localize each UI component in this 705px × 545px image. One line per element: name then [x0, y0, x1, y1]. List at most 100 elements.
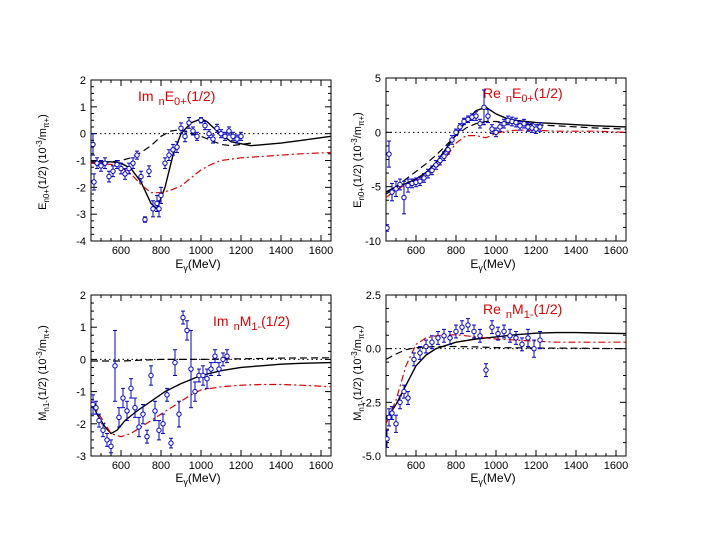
data-point [234, 136, 240, 142]
data-point [176, 411, 182, 417]
y-tick-label: -2.5 [362, 397, 381, 409]
data-point [94, 160, 100, 166]
y-tick-label: -10 [365, 236, 381, 248]
data-point [98, 163, 104, 169]
data-point [106, 173, 112, 180]
data-point [152, 408, 158, 414]
data-point [120, 395, 126, 401]
data-point [91, 179, 97, 185]
curves [91, 357, 331, 438]
x-tick-label: 800 [152, 245, 170, 257]
data-point [208, 366, 214, 372]
data-point [198, 117, 204, 123]
data-point [110, 168, 116, 174]
data-point [136, 424, 142, 430]
data-point [214, 125, 220, 132]
data-point [495, 330, 501, 337]
data-point [212, 353, 218, 359]
y-tick-label: 0 [80, 129, 86, 141]
data-point [172, 359, 178, 366]
data-point [513, 119, 519, 126]
data-point [150, 206, 156, 212]
data-point [148, 372, 154, 379]
x-tick-label: 1000 [189, 245, 213, 257]
data-point [108, 443, 114, 450]
data-point [389, 410, 395, 416]
x-tick-label: 1600 [309, 245, 333, 257]
data-point [238, 133, 244, 140]
y-tick-label: 2.5 [366, 290, 381, 302]
data-point [481, 104, 487, 111]
panel-im-e0plus: Im nE0+(1/2) Eγ(MeV) En0+(1/2) (10-3/mπ+)… [35, 75, 333, 273]
data-point [537, 337, 543, 343]
data-point [521, 120, 527, 127]
data-point [517, 123, 523, 129]
data-point [124, 408, 130, 414]
data-point [126, 165, 132, 172]
data-point [112, 363, 118, 369]
x-tick-label: 600 [112, 245, 130, 257]
panel-im-m1minus: Im nM1-(1/2) Eγ(MeV) Mn1-(1/2) (10-3/mπ+)… [35, 290, 333, 487]
x-tick-label: 800 [152, 460, 170, 472]
data-point [216, 366, 222, 372]
data-point [192, 388, 198, 395]
data-point [471, 328, 477, 335]
data-point [453, 328, 459, 335]
data-point [206, 130, 212, 137]
data-points [386, 89, 543, 232]
data-point [397, 181, 403, 188]
y-tick-label: -2 [76, 182, 86, 194]
x-tick-label: 600 [407, 460, 425, 472]
data-point [224, 353, 230, 359]
x-axis-label-3: Eγ(MeV) [175, 471, 220, 487]
y-tick-label: 1 [80, 322, 86, 334]
data-point [425, 170, 431, 177]
data-point [210, 136, 216, 142]
data-point [140, 411, 146, 417]
data-point [166, 152, 172, 158]
y-tick-label: -2 [76, 419, 86, 431]
data-point [417, 178, 423, 184]
data-point [519, 341, 525, 348]
data-point [405, 182, 411, 189]
data-point [405, 395, 411, 401]
x-tick-label: 1400 [564, 245, 588, 257]
data-points [91, 117, 244, 223]
y-tick-label: 2 [80, 290, 86, 302]
x-tick-label: 1200 [229, 245, 253, 257]
data-point [417, 350, 423, 356]
y-tick-label: -4 [76, 236, 86, 248]
data-point [449, 137, 455, 143]
data-point [93, 405, 99, 411]
data-point [184, 327, 190, 334]
data-point [447, 335, 453, 341]
data-point [128, 385, 134, 392]
data-point [164, 392, 170, 398]
data-point [461, 118, 467, 125]
data-point [162, 160, 168, 166]
x-tick-label: 1200 [229, 460, 253, 472]
data-point [393, 421, 399, 427]
series-line-solid [386, 331, 626, 420]
data-point [441, 333, 447, 339]
data-point [485, 113, 491, 119]
data-point [423, 343, 429, 350]
series-line-dashdot [91, 383, 331, 438]
data-point [429, 339, 435, 345]
data-point [421, 175, 427, 181]
panel-title-im-e0plus: Im nE0+(1/2) [138, 88, 215, 108]
data-point [188, 366, 194, 372]
data-point [531, 345, 537, 352]
data-point [411, 356, 417, 363]
data-point [222, 133, 228, 140]
data-point [453, 129, 459, 136]
data-points [91, 310, 230, 454]
data-points [386, 318, 543, 448]
panel-title-re-e0plus: Re nE0+(1/2) [483, 85, 563, 105]
panel-re-m1minus: Re nM1-(1/2) Eγ(MeV) Mn1-(1/2) (10-3/mπ+)… [350, 290, 628, 487]
data-point [116, 414, 122, 421]
data-point [465, 116, 471, 122]
data-point [489, 126, 495, 132]
data-point [138, 173, 144, 180]
data-point [386, 414, 392, 421]
